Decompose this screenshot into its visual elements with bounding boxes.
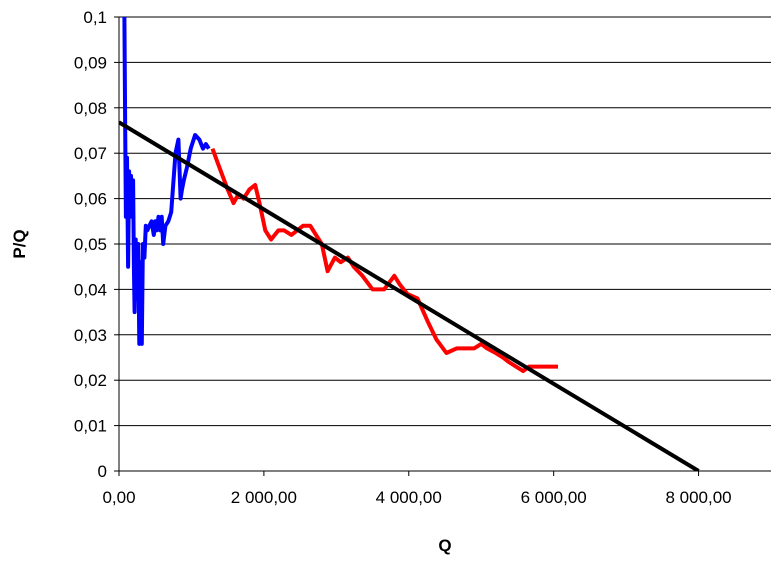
y-tick-label-8: 0,08 (74, 99, 107, 118)
y-tick-label-1: 0,01 (74, 417, 107, 436)
y-tick-label-2: 0,02 (74, 371, 107, 390)
y-axis-title: P/Q (10, 229, 29, 258)
y-tick-label-3: 0,03 (74, 326, 107, 345)
series-line-0 (122, 17, 211, 346)
series-line-1 (210, 148, 558, 374)
y-tick-label-5: 0,05 (74, 235, 107, 254)
gridlines (119, 16, 771, 427)
axes (114, 16, 771, 476)
y-tick-label-4: 0,04 (74, 280, 107, 299)
y-tick-label-0: 0 (98, 462, 107, 481)
x-tick-label-2: 4 000,00 (376, 488, 442, 507)
x-tick-label-1: 2 000,00 (231, 488, 297, 507)
y-tick-label-6: 0,06 (74, 190, 107, 209)
x-tick-label-0: 0,00 (102, 488, 135, 507)
data-series (119, 17, 700, 471)
y-tick-label-10: 0,1 (83, 8, 107, 27)
x-axis-tick-labels: 0,00 2 000,00 4 000,00 6 000,00 8 000,00 (102, 488, 731, 507)
y-tick-label-7: 0,07 (74, 144, 107, 163)
series-line-2 (119, 120, 700, 471)
x-axis-title: Q (438, 536, 451, 555)
y-axis-tick-labels: 0 0,01 0,02 0,03 0,04 0,05 0,06 0,07 0,08 0,09 0,1 (74, 8, 107, 481)
x-tick-label-4: 8 000,00 (665, 488, 731, 507)
y-tick-label-9: 0,09 (74, 53, 107, 72)
x-tick-label-3: 6 000,00 (521, 488, 587, 507)
